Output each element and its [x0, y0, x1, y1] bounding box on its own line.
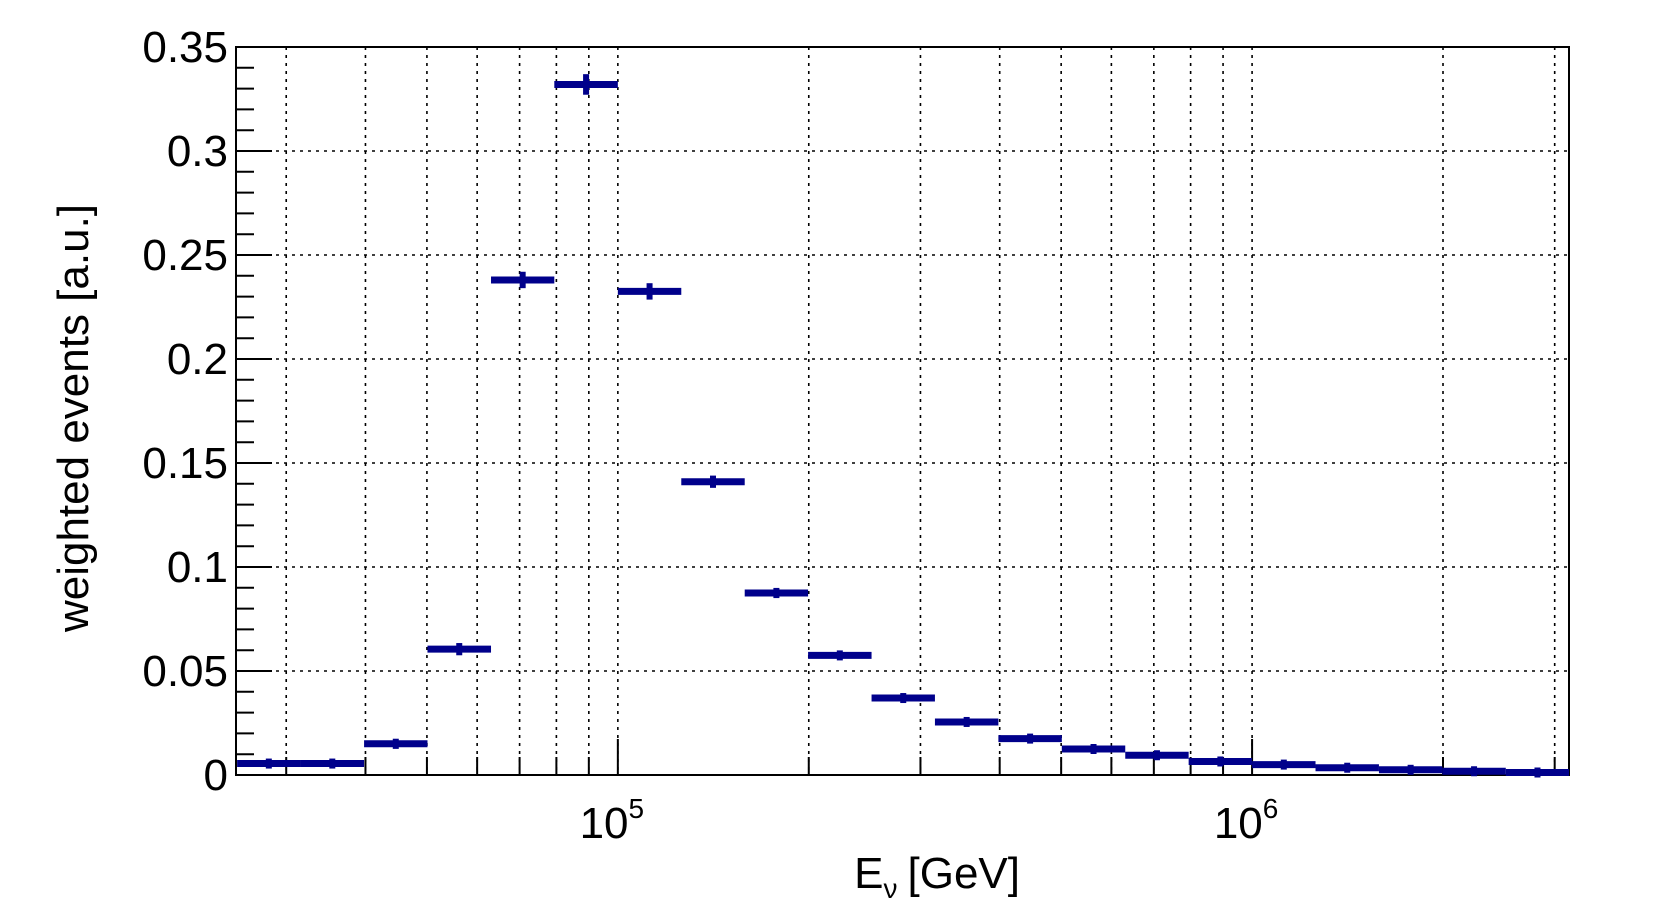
data-error-bar [1407, 764, 1414, 775]
data-error-bar [963, 716, 970, 727]
data-error-bar [1344, 762, 1351, 773]
data-error-bar [265, 758, 272, 769]
data-error-bar [900, 693, 907, 704]
x-tick-label: 106 [1214, 793, 1279, 848]
y-axis-title: weighted events [a.u.] [49, 204, 98, 633]
x-axis-title-unit: [GeV] [908, 849, 1021, 898]
x-axis-title-main: E [854, 849, 883, 898]
data-error-bar [1217, 756, 1224, 767]
data-error-bar [773, 587, 780, 599]
x-tick-label-base: 10 [580, 799, 629, 848]
data-error-bar [329, 758, 336, 769]
data-layer [237, 74, 1569, 778]
data-error-bar [1471, 766, 1478, 777]
y-tick-label: 0.35 [142, 23, 228, 72]
data-error-bar [583, 74, 590, 95]
y-tick-label: 0.25 [142, 231, 228, 280]
x-tick-label: 105 [580, 793, 645, 848]
data-error-bar [836, 650, 843, 661]
data-error-bar [646, 283, 653, 300]
x-tick-label-base: 10 [1214, 799, 1263, 848]
y-tick-label: 0.2 [167, 335, 228, 384]
x-tick-label-exponent: 6 [1263, 793, 1279, 824]
data-error-bar [456, 643, 463, 656]
y-tick-label: 0 [204, 751, 228, 800]
grid-layer [236, 46, 1569, 775]
y-tick-label: 0.3 [167, 127, 228, 176]
x-axis-title: Eν [GeV] [854, 849, 1020, 904]
data-error-bar [1090, 744, 1097, 754]
axis-layer [235, 46, 1570, 776]
data-error-bar [519, 271, 526, 289]
data-error-bar [1153, 750, 1160, 761]
y-tick-label: 0.1 [167, 543, 228, 592]
x-tick-label-exponent: 5 [629, 793, 645, 824]
data-error-bar [1534, 767, 1541, 778]
y-tick-label: 0.15 [142, 439, 228, 488]
data-error-bar [1280, 759, 1287, 770]
x-axis-title-subscript: ν [884, 873, 898, 904]
data-error-bar [392, 738, 399, 749]
data-error-bar [1027, 733, 1034, 744]
y-tick-label: 0.05 [142, 647, 228, 696]
data-error-bar [709, 475, 716, 488]
label-layer: weighted events [a.u.] Eν [GeV] 0 0.05 0.1 0… [49, 23, 1278, 904]
plot-frame [235, 46, 1570, 776]
